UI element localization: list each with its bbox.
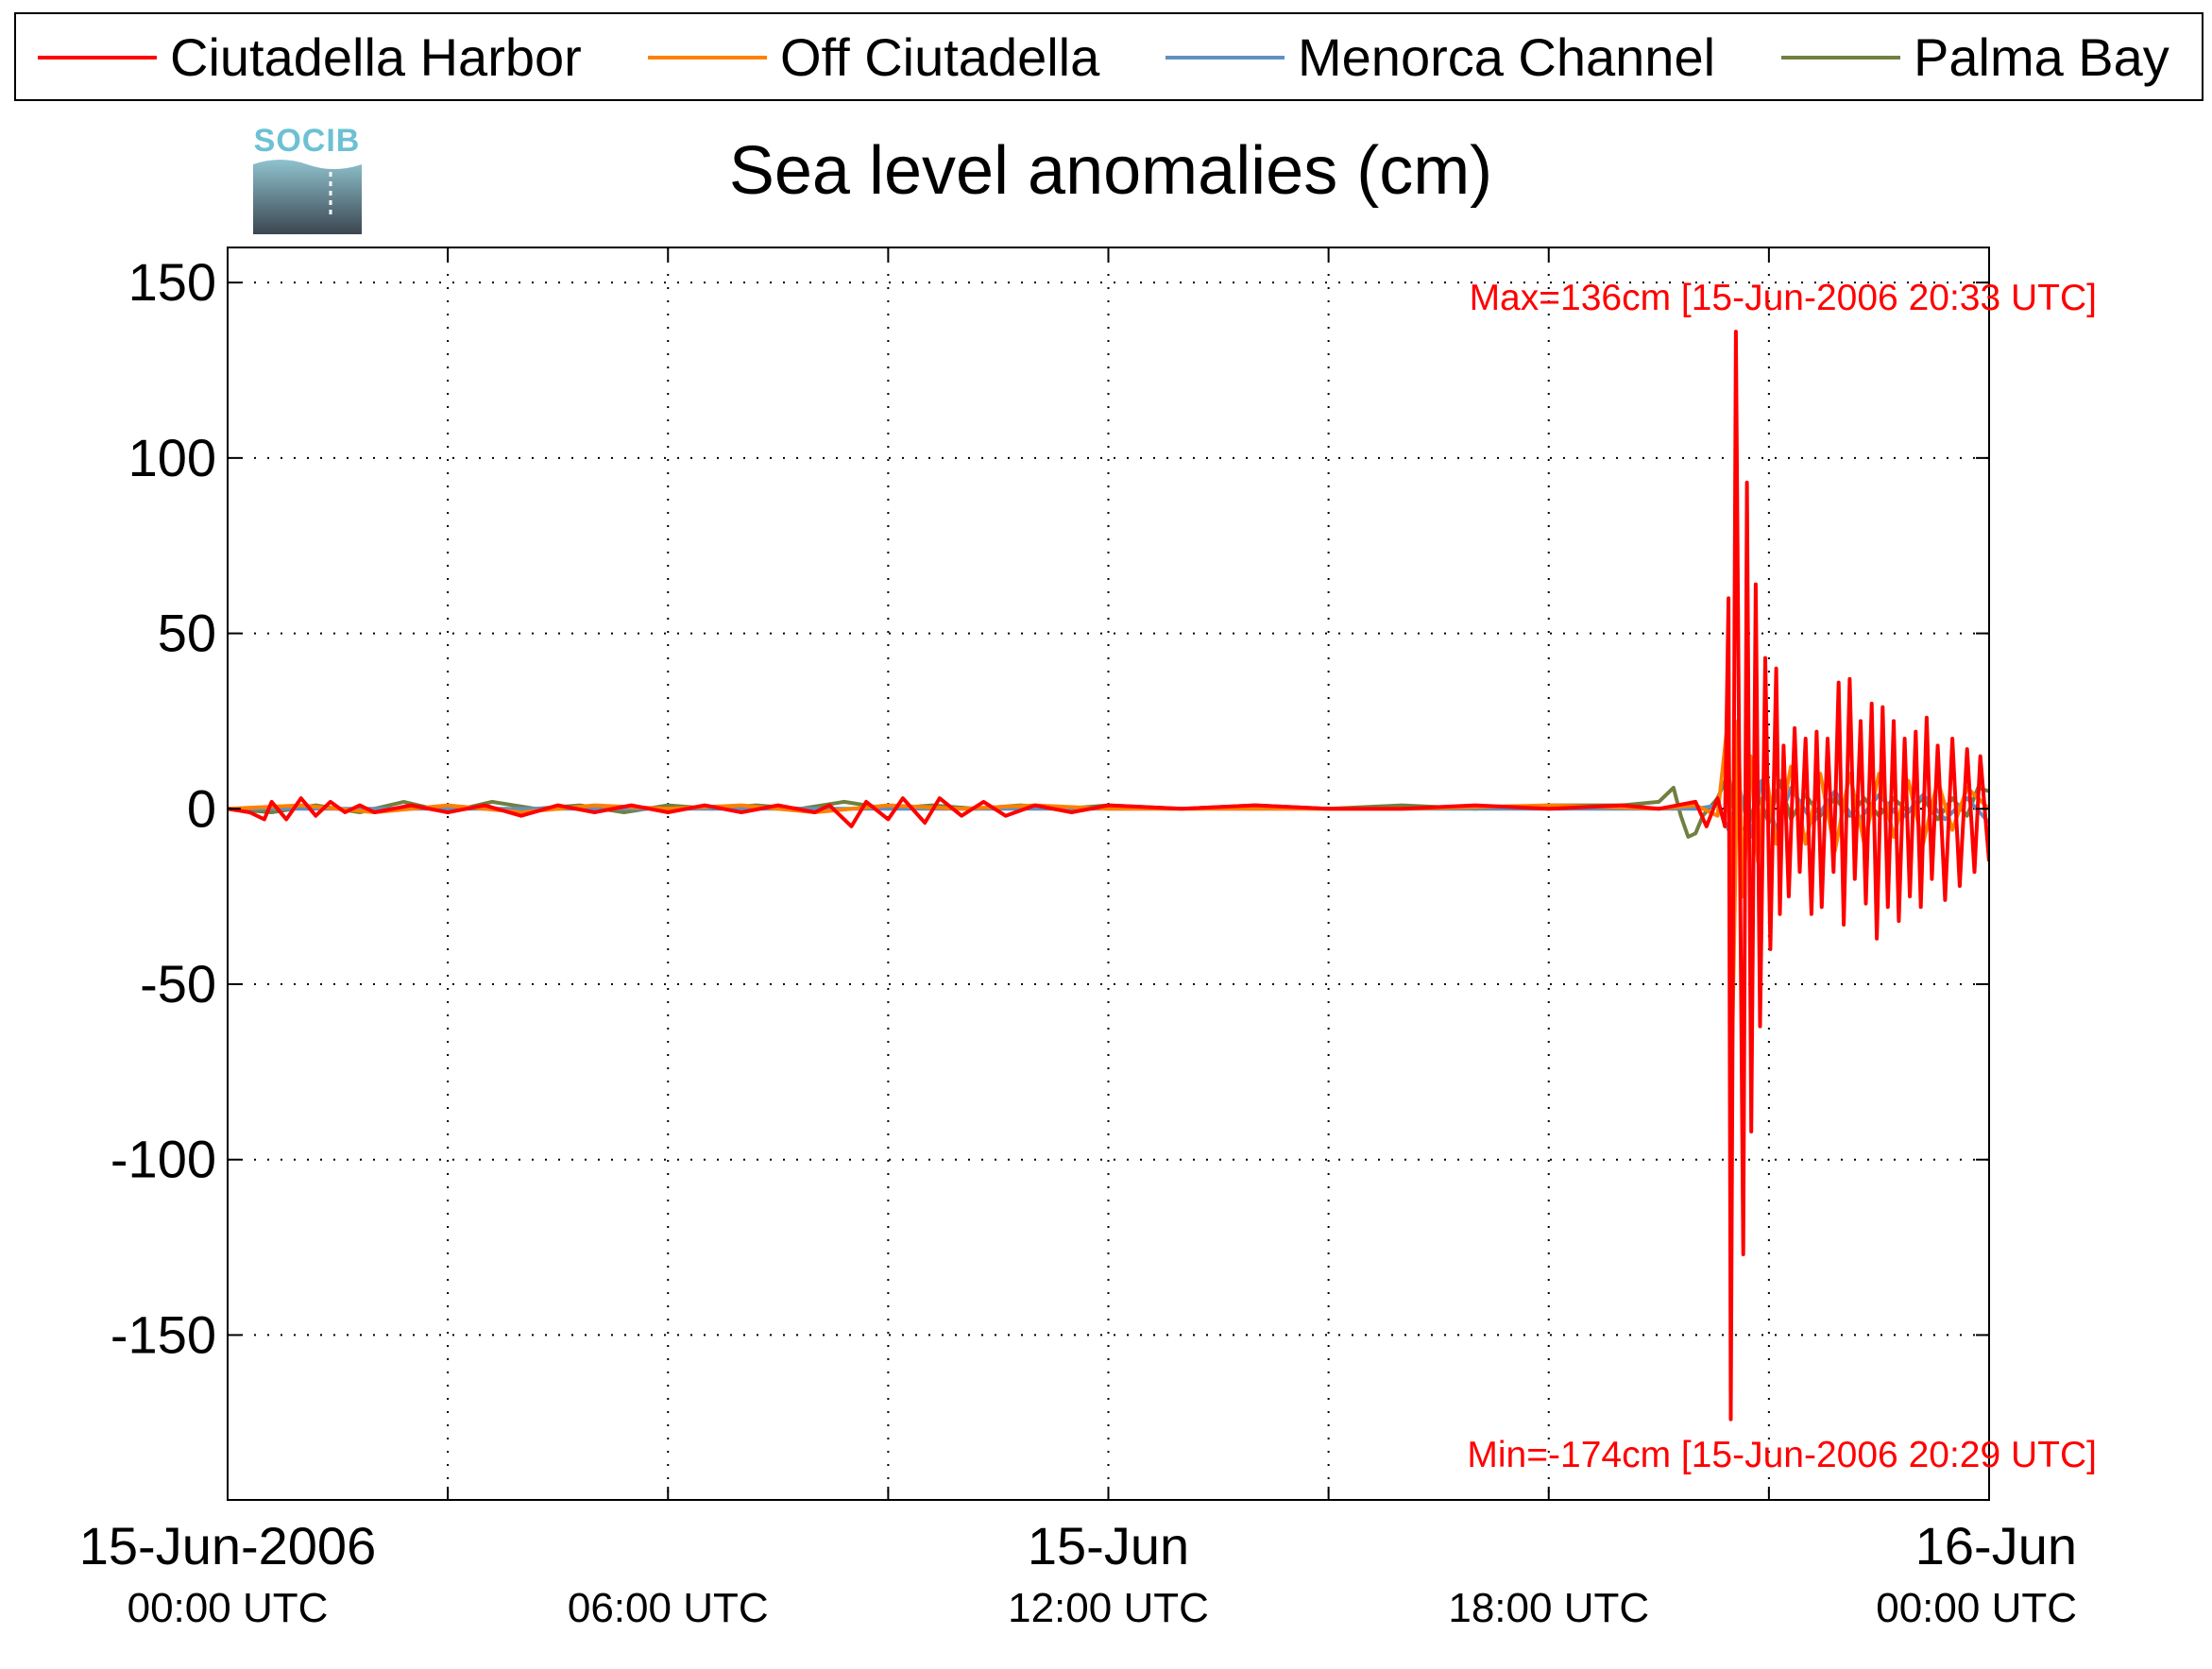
y-tick-label: 50 — [158, 604, 216, 663]
legend-label-off-ciutadella: Off Ciutadella — [780, 27, 1100, 87]
max-annotation: Max=136cm [15-Jun-2006 20:33 UTC] — [1470, 278, 2097, 318]
series-line-ciutadella-harbor — [228, 330, 1989, 1422]
socib-logo: SOCIB — [253, 123, 362, 234]
legend-item-palma-bay: Palma Bay — [1781, 27, 2169, 87]
x-tick-time-label: 00:00 UTC — [1876, 1585, 2077, 1631]
y-tick-label: -50 — [140, 954, 216, 1013]
socib-logo-text: SOCIB — [254, 123, 361, 159]
legend-label-menorca-channel: Menorca Channel — [1298, 27, 1715, 87]
chart-title: Sea level anomalies (cm) — [729, 133, 1492, 209]
y-tick-label: 0 — [187, 778, 216, 838]
legend-label-palma-bay: Palma Bay — [1914, 27, 2169, 87]
x-tick-time-label: 12:00 UTC — [1008, 1585, 1209, 1631]
x-tick-date-label: 15-Jun-2006 — [79, 1516, 376, 1575]
grid-lines — [228, 247, 1989, 1500]
axes: 150 100 50 0 -50 -100 -150 15-Jun-2006 00:00 UTC… — [79, 247, 2077, 1631]
x-tick-time-label: 18:00 UTC — [1448, 1585, 1649, 1631]
series-lines — [228, 330, 1989, 1422]
y-tick-label: 100 — [128, 428, 216, 487]
legend-item-ciutadella-harbor: Ciutadella Harbor — [38, 27, 582, 87]
legend-item-menorca-channel: Menorca Channel — [1166, 27, 1715, 87]
annotations: Max=136cm [15-Jun-2006 20:33 UTC] Min=-1… — [1467, 278, 2097, 1475]
legend-item-off-ciutadella: Off Ciutadella — [648, 27, 1100, 87]
x-tick-time-label: 00:00 UTC — [128, 1585, 329, 1631]
x-tick-time-label: 06:00 UTC — [568, 1585, 769, 1631]
x-tick-date-label: 15-Jun — [1028, 1516, 1189, 1575]
y-tick-label: -150 — [111, 1304, 216, 1364]
y-tick-label: -100 — [111, 1130, 216, 1189]
legend-label-ciutadella-harbor: Ciutadella Harbor — [170, 27, 582, 87]
x-tick-date-label: 16-Jun — [1915, 1516, 2077, 1575]
y-tick-label: 150 — [128, 252, 216, 312]
min-annotation: Min=-174cm [15-Jun-2006 20:29 UTC] — [1467, 1435, 2097, 1475]
legend: Ciutadella Harbor Off Ciutadella Menorca… — [14, 12, 2203, 101]
plot-frame — [227, 247, 1990, 1501]
